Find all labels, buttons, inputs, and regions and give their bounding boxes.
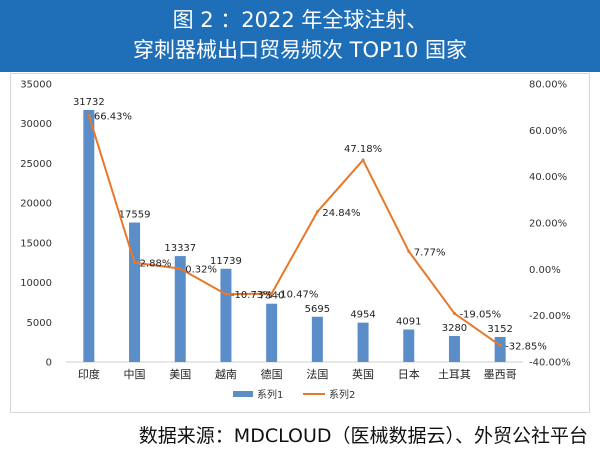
- bar-value-label: 7340: [259, 291, 284, 302]
- x-tick-label: 法国: [306, 367, 328, 381]
- y-left-tick-label: 20000: [20, 199, 52, 210]
- line-series-2: [87, 115, 501, 347]
- line-value-label: 2.88%: [140, 259, 172, 270]
- source-note: 数据来源：MDCLOUD（医械数据云）、外贸公社平台: [138, 425, 588, 447]
- bar-10: [494, 336, 506, 362]
- y-left-tick-label: 0: [46, 358, 52, 369]
- line-value-label: 24.84%: [322, 208, 360, 219]
- y-right-tick-label: -40.00%: [529, 358, 571, 369]
- x-tick-label: 英国: [352, 367, 374, 381]
- legend-label: 系列1: [257, 388, 283, 401]
- bar-value-label: 17559: [119, 210, 151, 221]
- y-right-tick-label: -20.00%: [529, 311, 571, 322]
- legend-label: 系列2: [329, 388, 355, 401]
- x-tick-label: 土耳其: [438, 368, 471, 381]
- combo-chart: 0 5000 10000 15000 20000 25000 30000 35000 -40.0…: [20, 80, 571, 402]
- line-point-7: [361, 158, 365, 162]
- bar-9: [448, 335, 460, 362]
- line-value-label: -10.47%: [277, 290, 319, 301]
- bar-7: [357, 322, 369, 362]
- line-point-5: [270, 292, 274, 296]
- y-right-tick-label: 40.00%: [529, 172, 567, 183]
- x-tick-label: 印度: [78, 367, 100, 381]
- bar-6: [311, 316, 323, 362]
- bar-4: [220, 268, 232, 362]
- bar-2: [129, 222, 141, 362]
- bar-1: [83, 109, 95, 362]
- y-right-tick-label: 0.00%: [529, 265, 561, 276]
- bar-value-label: 4091: [396, 317, 421, 328]
- bar-value-label: 31732: [73, 97, 105, 108]
- x-tick-label: 日本: [398, 367, 420, 381]
- y-left-tick-label: 15000: [20, 238, 52, 249]
- x-tick-label: 美国: [169, 368, 191, 381]
- y-left-tick-label: 5000: [27, 318, 52, 329]
- line-point-3: [178, 267, 182, 271]
- chart-area: 0 5000 10000 15000 20000 25000 30000 35000 -40.0…: [10, 73, 590, 413]
- y-left-tick-label: 35000: [20, 80, 52, 91]
- line-point-10: [498, 343, 502, 347]
- line-point-4: [224, 292, 228, 296]
- line-value-label: -32.85%: [505, 341, 547, 352]
- bar-value-label: 4954: [350, 310, 375, 321]
- line-value-label: 7.77%: [414, 247, 446, 258]
- line-value-label: 66.43%: [94, 111, 132, 122]
- legend-swatch-series-1: [233, 391, 253, 397]
- x-tick-label: 中国: [124, 368, 146, 381]
- line-point-8: [407, 249, 411, 253]
- bar-8: [403, 329, 415, 362]
- y-left-tick-label: 10000: [20, 278, 52, 289]
- bar-3: [174, 256, 186, 362]
- line-point-6: [315, 210, 319, 214]
- line-value-label: -10.73%: [231, 290, 273, 301]
- bar-value-label: 13337: [164, 243, 196, 254]
- line-point-1: [87, 113, 91, 117]
- line-value-label: 0.32%: [185, 265, 217, 276]
- line-point-9: [452, 311, 456, 315]
- bar-value-label: 11739: [210, 256, 242, 267]
- bar-value-label: 3280: [442, 323, 467, 334]
- y-right-tick-label: 60.00%: [529, 126, 567, 137]
- line-value-label: -19.05%: [459, 309, 501, 320]
- y-left-tick-label: 30000: [20, 119, 52, 130]
- y-left-tick-label: 25000: [20, 159, 52, 170]
- chart-title-line-1: 图 2 ：2022 年全球注射、: [172, 8, 428, 32]
- x-tick-label: 墨西哥: [484, 368, 517, 381]
- y-right-tick-label: 80.00%: [529, 80, 567, 91]
- bar-value-label: 3152: [487, 324, 512, 335]
- x-tick-label: 德国: [261, 367, 283, 381]
- chart-title-line-2: 穿刺器械出口贸易频次 TOP10 国家: [132, 38, 468, 62]
- title-banner: 图 2 ：2022 年全球注射、 穿刺器械出口贸易频次 TOP10 国家: [0, 0, 600, 72]
- bar-5: [266, 303, 278, 362]
- line-value-label: 47.18%: [344, 144, 382, 155]
- y-right-tick-label: 20.00%: [529, 219, 567, 230]
- line-point-2: [133, 261, 137, 265]
- bar-value-label: 5695: [305, 304, 330, 315]
- x-tick-label: 越南: [215, 367, 237, 381]
